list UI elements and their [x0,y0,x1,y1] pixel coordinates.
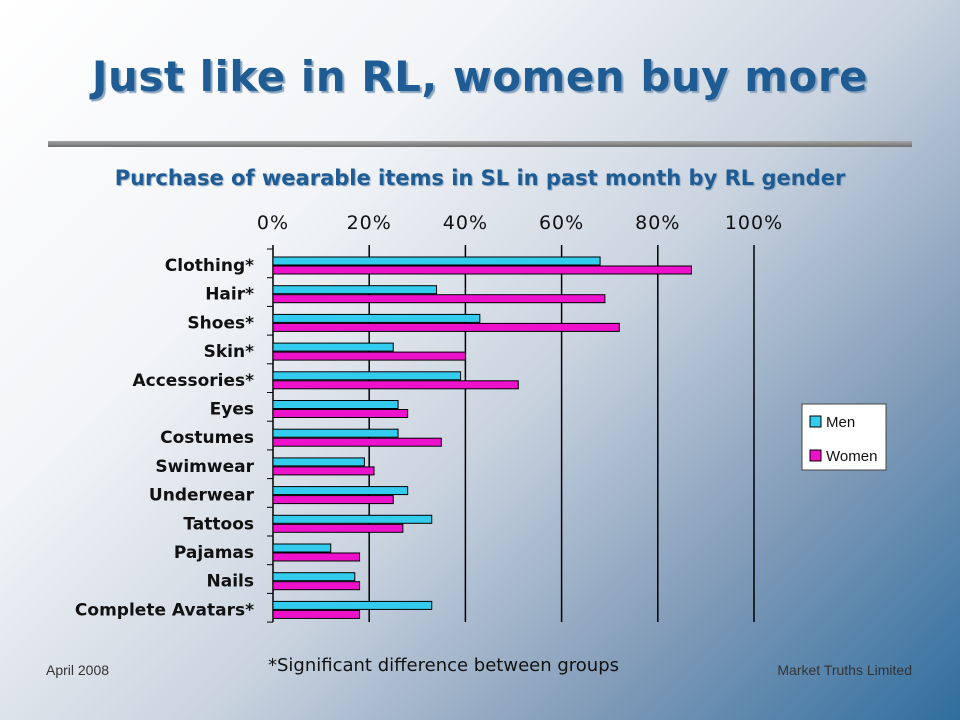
bar-men [272,285,438,295]
bar-men [272,572,356,582]
bar-women [272,322,620,332]
category-label: Eyes [210,400,254,420]
legend-label: Men [826,414,855,431]
bar-men [272,371,462,381]
bar-women [272,265,692,275]
category-label: Hair* [205,285,254,305]
slide-title: Just like in RL, women buy more [91,52,869,101]
x-tick-label: 0% [257,212,289,234]
legend-swatch [809,415,822,428]
category-label: Nails [207,572,254,592]
bar-women [272,581,361,591]
chart-title: Purchase of wearable items in SL in past… [114,166,846,190]
footnote: *Significant difference between groups [268,655,620,676]
bar-men [272,342,394,352]
category-label: Costumes [160,428,254,448]
title-divider [48,141,912,147]
category-label: Underwear [149,486,255,506]
x-tick-label: 100% [725,212,783,234]
footer-company: Market Truths Limited [777,662,912,678]
bar-men [272,457,365,467]
category-label: Complete Avatars* [75,600,254,620]
category-label: Shoes* [187,313,254,333]
x-tick-label: 40% [443,212,488,234]
footer-date: April 2008 [46,662,110,678]
category-label: Swimwear [155,457,254,477]
bar-men [272,486,409,496]
bar-men [272,400,399,409]
bar-men [272,256,601,266]
bar-women [272,380,519,390]
category-label: Accessories* [132,371,254,391]
x-tick-label: 20% [347,212,392,234]
x-tick-label: 80% [635,212,680,234]
bar-men [272,514,433,524]
bar-men [272,543,332,553]
bar-women [272,552,361,562]
bar-women [272,495,394,505]
bar-men [272,313,481,323]
bar-women [272,523,404,533]
bar-women [272,466,375,476]
category-label: Tattoos [183,514,254,534]
bar-men [272,600,433,610]
bar-women [272,437,442,447]
x-tick-label: 60% [539,212,584,234]
bar-women [272,409,409,418]
category-label: Clothing* [165,256,254,276]
category-label: Pajamas [174,543,254,563]
bar-women [272,609,361,619]
bar-women [272,294,606,304]
legend-label: Women [826,448,877,465]
bar-men [272,428,399,438]
legend-swatch [809,449,822,462]
category-label: Skin* [204,342,254,362]
bar-women [272,351,466,361]
